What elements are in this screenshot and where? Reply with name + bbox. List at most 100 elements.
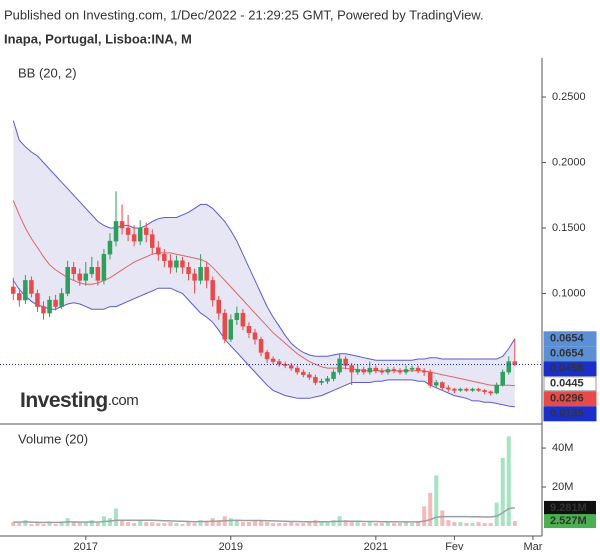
bb-upper (12, 120, 516, 361)
symbol: Inapa, Portugal, Lisboa:INA, M (4, 31, 192, 46)
volume-bar (391, 523, 396, 526)
volume-label: Volume (20) (18, 431, 88, 446)
candle-body (331, 371, 336, 379)
volume-bar (246, 522, 251, 526)
price-label-box (543, 346, 597, 362)
candle-body (23, 280, 28, 301)
volume-bar (120, 520, 125, 526)
volume-bar (410, 523, 415, 526)
volume-bar (216, 520, 221, 526)
x-tick-label: Fev (445, 541, 464, 553)
volume-bar (114, 508, 119, 526)
candle-body (186, 267, 191, 275)
volume-bar (271, 523, 276, 526)
volume-bar (77, 523, 82, 526)
volume-bar (373, 523, 378, 526)
price-label: 0.0654 (550, 348, 585, 360)
candle-body (458, 388, 463, 391)
volume-bar (83, 522, 88, 526)
candle-body (204, 267, 209, 281)
candle-body (11, 286, 16, 294)
volume-bar (325, 522, 330, 526)
volume-bar (446, 520, 451, 526)
volume-bar (265, 522, 270, 526)
volume-bar (307, 522, 312, 526)
candle-body (500, 371, 505, 386)
candle-body (180, 260, 185, 268)
price-label-box (543, 361, 597, 377)
volume-bar (35, 523, 40, 526)
candle-body (65, 267, 70, 294)
volume-bar (168, 522, 173, 526)
volume-bar (162, 523, 167, 526)
x-tick-label: 2021 (364, 541, 388, 553)
candle-body (95, 267, 101, 281)
volume-bar (385, 522, 390, 526)
x-tick-label: 2017 (74, 541, 98, 553)
y-tick-label: 40M (552, 442, 573, 454)
bb-lower (12, 280, 515, 408)
candle-body (319, 380, 324, 383)
volume-bar (313, 520, 318, 526)
price-label: 0.0445 (550, 378, 584, 390)
volume-bar (192, 523, 197, 526)
volume-bar (343, 520, 348, 526)
volume-bar (295, 523, 300, 526)
candle-body (325, 378, 330, 382)
candle-body (137, 227, 143, 242)
candle-body (174, 260, 179, 268)
candle-body (234, 312, 240, 320)
volume-bar (11, 522, 16, 526)
candle-body (409, 367, 415, 370)
candle-body (246, 325, 252, 334)
candle-body (276, 361, 282, 365)
volume-bar (47, 522, 52, 526)
volume-bar (398, 523, 403, 526)
price-label: 0.0296 (550, 393, 584, 405)
volume-bar (234, 520, 239, 526)
candle-body (421, 370, 427, 373)
volume-bar (512, 521, 517, 526)
candle-body (307, 374, 312, 378)
logo: Investing.com (20, 389, 138, 412)
candle-body (125, 227, 131, 235)
candle-body (373, 367, 379, 372)
candle-body (470, 388, 475, 391)
volume-bar (240, 522, 245, 526)
candle-body (41, 306, 46, 314)
candle-body (343, 358, 348, 366)
volume-bar (228, 518, 233, 526)
volume-bar (331, 520, 336, 526)
candle-body (17, 293, 22, 301)
candle-body (488, 391, 493, 394)
candle-body (367, 367, 373, 373)
x-tick-label: 2019 (219, 541, 243, 553)
volume-bar (349, 522, 354, 526)
candle-body (216, 299, 221, 314)
volume-bar (422, 506, 427, 526)
volume-bar (440, 510, 445, 526)
volume-bar (367, 522, 372, 526)
candle-body (464, 388, 469, 391)
candle-body (337, 358, 342, 373)
candle-body (397, 370, 403, 373)
candle-body (113, 221, 119, 242)
volume-bar (301, 523, 306, 526)
indicator-label: BB (20, 2) (18, 65, 77, 80)
volume-bar (150, 522, 155, 526)
candle-body (288, 365, 294, 369)
candle-body (198, 267, 203, 281)
candle-body (77, 273, 83, 281)
candle-body (403, 369, 409, 373)
candle-body (53, 299, 58, 307)
volume-bar (17, 523, 22, 526)
candle-body (101, 253, 107, 281)
price-label-box (543, 406, 597, 422)
candle-body (143, 227, 149, 235)
volume-ma (13, 507, 515, 524)
volume-bar (452, 522, 457, 526)
volume-bar (59, 522, 64, 526)
candle-body (89, 267, 95, 275)
y-tick-label: 0.2500 (552, 91, 586, 103)
